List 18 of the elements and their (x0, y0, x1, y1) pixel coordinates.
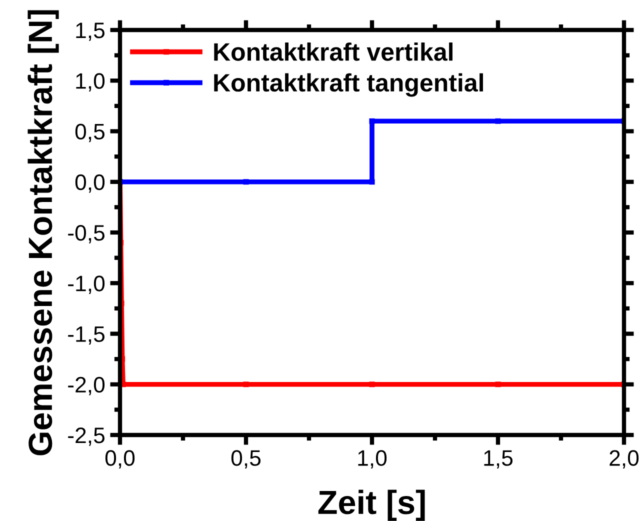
legend-label: Kontaktkraft vertikal (214, 42, 452, 61)
x-tick-label: 2,0 (610, 450, 639, 469)
y-tick-label: -1,0 (68, 276, 105, 294)
y-tick-label: -2,0 (68, 376, 105, 396)
x-tick-label: 0,0 (105, 450, 135, 469)
x-axis-title: Zeit [s] (318, 490, 425, 521)
y-axis-title: Gemessene Kontaktkraft [N] (28, 10, 59, 456)
y-tick-label: -2,5 (68, 428, 104, 446)
y-tick-label: 0,5 (75, 124, 104, 142)
y-tick-label: 1,5 (76, 22, 104, 41)
y-tick-label: 0,0 (75, 174, 105, 193)
y-tick-label: -1,5 (68, 326, 104, 345)
y-tick-label: 1,0 (76, 73, 105, 92)
x-tick-label: 0,5 (231, 450, 261, 469)
x-tick-label: 1,0 (358, 450, 387, 469)
y-tick-label: -0,5 (68, 225, 104, 244)
legend-label: Kontaktkraft tangential (214, 73, 483, 97)
x-tick-label: 1,5 (484, 450, 513, 469)
